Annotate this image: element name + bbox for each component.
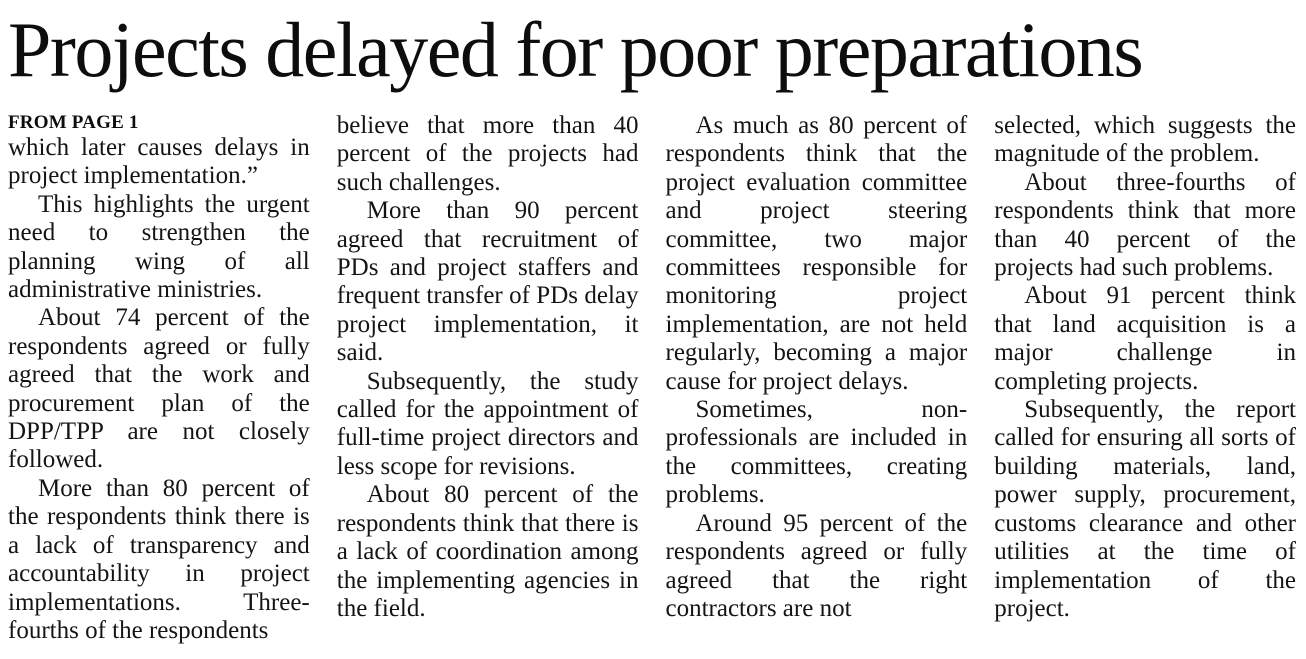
paragraph: About three-fourths of respondents think…	[994, 168, 1296, 282]
paragraph: Subsequently, the report called for ensu…	[994, 396, 1296, 622]
paragraph: Around 95 percent of the respondents agr…	[665, 509, 968, 622]
paragraph: About 80 percent of the respondents thin…	[336, 481, 639, 622]
paragraph: About 74 percent of the respondents agre…	[8, 304, 310, 474]
article-column-2: believe that more than 40 percent of the…	[337, 112, 639, 645]
paragraph: More than 80 percent of the respondents …	[8, 474, 310, 644]
article-column-3: As much as 80 percent of respondents thi…	[666, 112, 968, 645]
article-column-4: selected, which suggests the magnitude o…	[994, 112, 1296, 645]
column-paragraphs: selected, which suggests the magnitude o…	[994, 112, 1296, 623]
column-paragraphs: which later causes delays in project imp…	[8, 134, 310, 645]
paragraph: Subsequently, the study called for the a…	[336, 367, 639, 480]
column-paragraphs: believe that more than 40 percent of the…	[337, 112, 639, 623]
paragraph: which later causes delays in project imp…	[8, 134, 310, 190]
paragraph: More than 90 percent agreed that recruit…	[336, 197, 639, 367]
paragraph: As much as 80 percent of respondents thi…	[665, 112, 968, 395]
article-column-1: FROM PAGE 1 which later causes delays in…	[8, 112, 310, 645]
paragraph: About 91 percent think that land acquisi…	[994, 282, 1296, 395]
paragraph: selected, which suggests the magnitude o…	[994, 112, 1296, 168]
continuation-kicker: FROM PAGE 1	[8, 112, 139, 133]
column-paragraphs: As much as 80 percent of respondents thi…	[666, 112, 968, 623]
article-body: FROM PAGE 1 which later causes delays in…	[8, 112, 1296, 645]
paragraph: believe that more than 40 percent of the…	[336, 112, 639, 196]
paragraph: Sometimes, non-professionals are include…	[665, 396, 968, 509]
article-headline: Projects delayed for poor preparations	[8, 6, 1144, 93]
paragraph: This highlights the urgent need to stren…	[8, 190, 310, 304]
